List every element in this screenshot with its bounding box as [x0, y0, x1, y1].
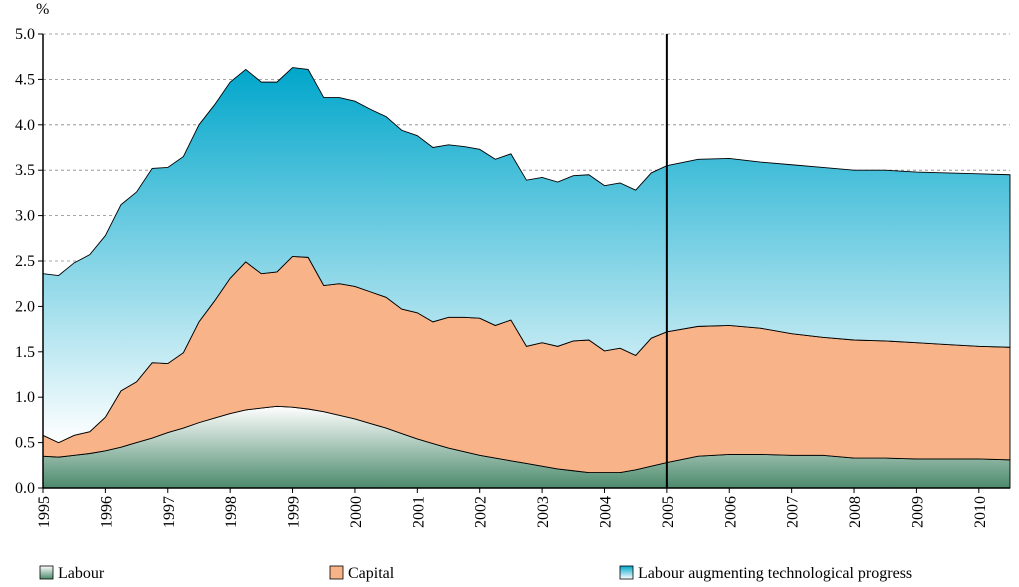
y-tick-label: 1.0	[15, 389, 35, 406]
area	[42, 67, 1011, 444]
x-tick-label: 2010	[972, 496, 989, 528]
y-tick-label: 0.0	[15, 480, 35, 497]
x-tick-label: 2002	[473, 496, 490, 528]
legend-swatch	[39, 565, 54, 580]
y-tick-label: 4.0	[15, 117, 35, 134]
x-tick-label: 2004	[597, 496, 614, 528]
y-axis-label: %	[36, 1, 49, 18]
x-tick-label: 2000	[348, 496, 365, 528]
y-tick-label: 1.5	[15, 344, 35, 361]
legend-swatch	[619, 565, 634, 580]
legend-label: Labour augmenting technological progress	[638, 565, 912, 582]
y-tick-label: 2.0	[15, 298, 35, 315]
x-tick-label: 1999	[286, 496, 303, 528]
x-tick-label: 2009	[909, 496, 926, 528]
x-tick-label: 1996	[98, 496, 115, 528]
x-tick-label: 2005	[660, 496, 677, 528]
y-tick-label: 3.0	[15, 208, 35, 225]
y-tick-label: 3.5	[15, 162, 35, 179]
x-tick-label: 2006	[722, 496, 739, 528]
y-tick-label: 2.5	[15, 253, 35, 270]
x-tick-label: 1998	[223, 496, 240, 528]
y-tick-label: 4.5	[15, 71, 35, 88]
legend-swatch	[329, 565, 344, 580]
x-tick-label: 2001	[410, 496, 427, 528]
x-tick-label: 2007	[785, 496, 802, 528]
x-tick-label: 2008	[847, 496, 864, 528]
x-tick-label: 2003	[535, 496, 552, 528]
legend-label: Labour	[58, 565, 105, 582]
y-tick-label: 0.5	[15, 435, 35, 452]
y-tick-label: 5.0	[15, 26, 35, 43]
x-tick-label: 1995	[36, 496, 53, 528]
legend-label: Capital	[348, 565, 395, 582]
x-tick-label: 1997	[161, 496, 178, 528]
